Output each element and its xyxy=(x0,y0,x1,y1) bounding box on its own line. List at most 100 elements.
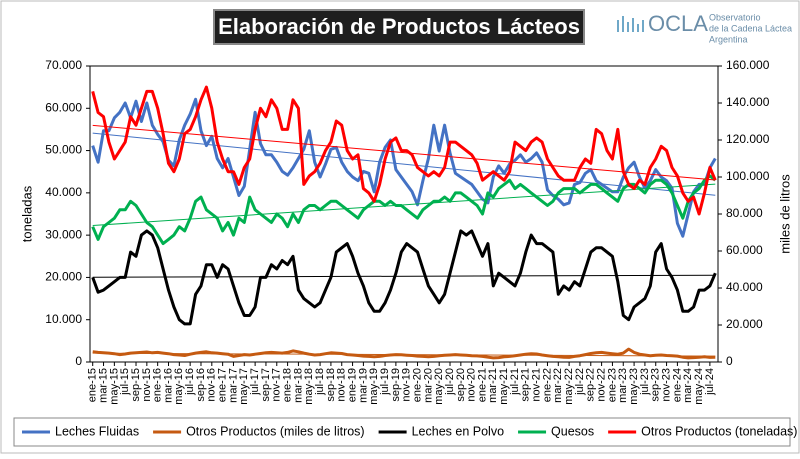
x-tick-label: ene-21 xyxy=(476,368,488,402)
x-tick-label: sep-21 xyxy=(520,368,532,402)
x-tick-label: sep-22 xyxy=(585,368,597,402)
trend-line xyxy=(92,132,716,196)
y2-tick-label: 60.000 xyxy=(726,243,763,257)
x-tick-label: mar-22 xyxy=(552,368,564,403)
x-tick-label: jul-18 xyxy=(314,368,326,396)
legend-label: Quesos xyxy=(551,424,594,438)
trend-line xyxy=(92,183,716,227)
x-tick-label: jul-16 xyxy=(184,368,196,396)
y-tick-label: 40.000 xyxy=(45,185,82,199)
y-tick-label: 10.000 xyxy=(45,312,82,326)
logo: OCLA Observatorio de la Cadena Láctea Ar… xyxy=(617,11,792,44)
y-tick-label: 70.000 xyxy=(45,58,82,72)
y2-tick-label: 120.000 xyxy=(726,132,770,146)
trend-line xyxy=(92,124,716,181)
x-tick-label: nov-21 xyxy=(531,368,543,402)
x-tick-label: mar-20 xyxy=(422,368,434,403)
x-tick-label: may-22 xyxy=(563,368,575,405)
logo-line: Observatorio xyxy=(709,12,761,22)
x-tick-label: jul-17 xyxy=(249,368,261,396)
logo-line: Argentina xyxy=(709,34,748,44)
x-tick-label: mar-19 xyxy=(357,368,369,403)
x-tick-label: may-19 xyxy=(368,368,380,405)
x-tick-label: nov-20 xyxy=(466,368,478,402)
x-tick-label: sep-20 xyxy=(455,368,467,402)
x-tick-label: may-17 xyxy=(238,368,250,405)
x-tick-label: ene-17 xyxy=(217,368,229,402)
x-tick-label: may-23 xyxy=(628,368,640,405)
x-tick-label: sep-19 xyxy=(390,368,402,402)
series-line xyxy=(91,85,717,216)
legend-label: Leches en Polvo xyxy=(412,424,504,438)
y2-tick-label: 80.000 xyxy=(726,206,763,220)
x-tick-label: mar-18 xyxy=(292,368,304,403)
x-tick-label: jul-24 xyxy=(704,368,716,396)
trend-line xyxy=(92,352,716,357)
series-line xyxy=(91,229,717,326)
x-tick-label: sep-15 xyxy=(130,368,142,402)
x-tick-label: mar-16 xyxy=(162,368,174,403)
y2-axis-label: miles de litros xyxy=(777,174,792,254)
legend-label: Otros Productos (toneladas) xyxy=(641,424,797,438)
y2-tick-label: 0 xyxy=(726,354,733,368)
x-tick-label: nov-23 xyxy=(660,368,672,402)
x-tick-label: nov-17 xyxy=(271,368,283,402)
x-tick-label: jul-22 xyxy=(574,368,586,396)
x-tick-label: may-21 xyxy=(498,368,510,405)
x-tick-label: sep-17 xyxy=(260,368,272,402)
y2-tick-label: 160.000 xyxy=(726,58,770,72)
y-tick-label: 50.000 xyxy=(45,143,82,157)
x-tick-label: jul-15 xyxy=(119,368,131,396)
trend-line xyxy=(92,274,716,278)
x-tick-label: jul-23 xyxy=(639,368,651,396)
legend-label: Otros Productos (miles de litros) xyxy=(186,424,365,438)
x-tick-label: ene-19 xyxy=(346,368,358,402)
chart-title: Elaboración de Productos Lácteos xyxy=(218,14,580,39)
x-tick-label: may-18 xyxy=(303,368,315,405)
x-tick-label: mar-21 xyxy=(487,368,499,403)
legend-label: Leches Fluidas xyxy=(55,424,139,438)
x-tick-label: jul-20 xyxy=(444,368,456,396)
series-line xyxy=(91,174,717,246)
x-tick-label: may-15 xyxy=(108,368,120,405)
legend-box xyxy=(13,417,791,447)
x-tick-label: may-16 xyxy=(173,368,185,405)
y2-tick-label: 100.000 xyxy=(726,169,770,183)
x-tick-label: mar-15 xyxy=(97,368,109,403)
x-tick-label: sep-23 xyxy=(650,368,662,402)
x-tick-label: sep-16 xyxy=(195,368,207,402)
x-tick-label: may-24 xyxy=(693,368,705,405)
y-tick-label: 30.000 xyxy=(45,227,82,241)
x-tick-label: may-20 xyxy=(433,368,445,405)
y-tick-label: 0 xyxy=(75,354,82,368)
x-tick-label: ene-18 xyxy=(282,368,294,402)
x-tick-label: ene-20 xyxy=(411,368,423,402)
y2-tick-label: 20.000 xyxy=(726,317,763,331)
logo-name: OCLA xyxy=(648,11,708,36)
x-tick-label: jul-21 xyxy=(509,368,521,396)
x-tick-label: mar-23 xyxy=(617,368,629,403)
x-tick-label: ene-16 xyxy=(152,368,164,402)
y-axis-label: toneladas xyxy=(19,185,34,242)
x-tick-label: sep-18 xyxy=(325,368,337,402)
x-tick-label: jul-19 xyxy=(379,368,391,396)
y-tick-label: 20.000 xyxy=(45,270,82,284)
x-tick-label: nov-22 xyxy=(596,368,608,402)
title-box xyxy=(213,9,585,45)
x-tick-label: ene-22 xyxy=(541,368,553,402)
logo-icon xyxy=(617,16,644,32)
x-tick-label: mar-24 xyxy=(682,368,694,403)
x-tick-label: mar-17 xyxy=(227,368,239,403)
y-tick-label: 60.000 xyxy=(45,100,82,114)
x-tick-label: ene-23 xyxy=(606,368,618,402)
x-tick-label: ene-24 xyxy=(671,368,683,402)
plot-area xyxy=(89,65,719,363)
x-tick-label: nov-16 xyxy=(206,368,218,402)
y2-tick-label: 140.000 xyxy=(726,95,770,109)
x-tick-label: nov-18 xyxy=(336,368,348,402)
y2-tick-label: 40.000 xyxy=(726,280,763,294)
x-tick-label: nov-19 xyxy=(401,368,413,402)
x-tick-label: ene-15 xyxy=(87,368,99,402)
